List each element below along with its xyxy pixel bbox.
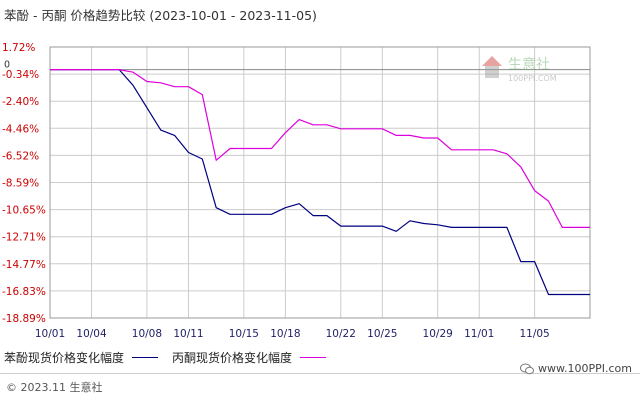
line-chart: 0 1.72% -0.34% -2.40% -4.46% -6.52% -8.59% -10…: [2, 42, 591, 340]
y-tick-labels: 1.72% -0.34% -2.40% -4.46% -6.52% -8.59% -10.6…: [2, 42, 46, 325]
footer-divider: [0, 373, 640, 374]
y-tick-label: -0.34%: [2, 69, 39, 81]
logo-roof-icon: [482, 56, 502, 66]
x-tick-label: 10/22: [326, 328, 356, 340]
series-lines: [50, 68, 590, 296]
watermark-url: 100PPI.COM: [508, 74, 557, 83]
x-tick-labels: 10/01 10/04 10/08 10/11 10/15 10/18 10/22 10/25…: [35, 328, 550, 340]
logo-house-icon: [485, 66, 499, 78]
y-tick-label: -4.46%: [2, 123, 39, 135]
x-tick-label: 10/11: [173, 328, 203, 340]
x-tick-label: 10/04: [76, 328, 107, 340]
x-tick-label: 11/01: [464, 328, 494, 340]
brand-watermark: 生意社 100PPI.COM: [478, 52, 578, 90]
y-tick-label: -18.89%: [2, 313, 46, 325]
legend-series2-swatch: [300, 357, 327, 358]
chart-legend: 苯酚现货价格变化幅度 丙酮现货价格变化幅度: [4, 349, 340, 366]
y-tick-label: -2.40%: [2, 96, 39, 108]
x-tick-label: 10/08: [132, 328, 162, 340]
copyright-text: © 2023.11 生意社: [6, 381, 103, 394]
y-tick-label: -12.71%: [2, 232, 46, 244]
legend-series1-label: 苯酚现货价格变化幅度: [4, 351, 125, 365]
y-tick-label: -16.83%: [2, 286, 46, 298]
y-tick-label: -8.59%: [2, 178, 39, 190]
plot-frame: [49, 46, 591, 319]
x-tick-label: 10/01: [35, 328, 65, 340]
chart-title: 苯酚 - 丙酮 价格趋势比较 (2023-10-01 - 2023-11-05): [4, 8, 317, 23]
y-tick-label: 1.72%: [2, 42, 35, 54]
zero-label: 0: [4, 60, 10, 71]
series-line-1: [50, 68, 590, 296]
x-tick-label: 10/18: [270, 328, 300, 340]
legend-series1-swatch: [132, 357, 159, 358]
x-tick-label: 10/29: [423, 328, 453, 340]
wechat-icon: [520, 363, 535, 374]
y-tick-label: -6.52%: [2, 150, 39, 162]
axes: 0: [4, 46, 591, 319]
x-tick-label: 10/25: [367, 328, 397, 340]
x-tick-label: 10/15: [229, 328, 259, 340]
y-tick-label: -10.65%: [2, 205, 46, 217]
legend-series2-label: 丙酮现货价格变化幅度: [172, 351, 293, 365]
source-url: www.100PPI.com: [538, 362, 632, 375]
watermark-brand: 生意社: [508, 56, 550, 73]
series-line-2: [50, 68, 590, 228]
y-tick-label: -14.77%: [2, 259, 46, 271]
x-tick-label: 11/05: [519, 328, 549, 340]
source-badge[interactable]: www.100PPI.com: [520, 362, 632, 375]
